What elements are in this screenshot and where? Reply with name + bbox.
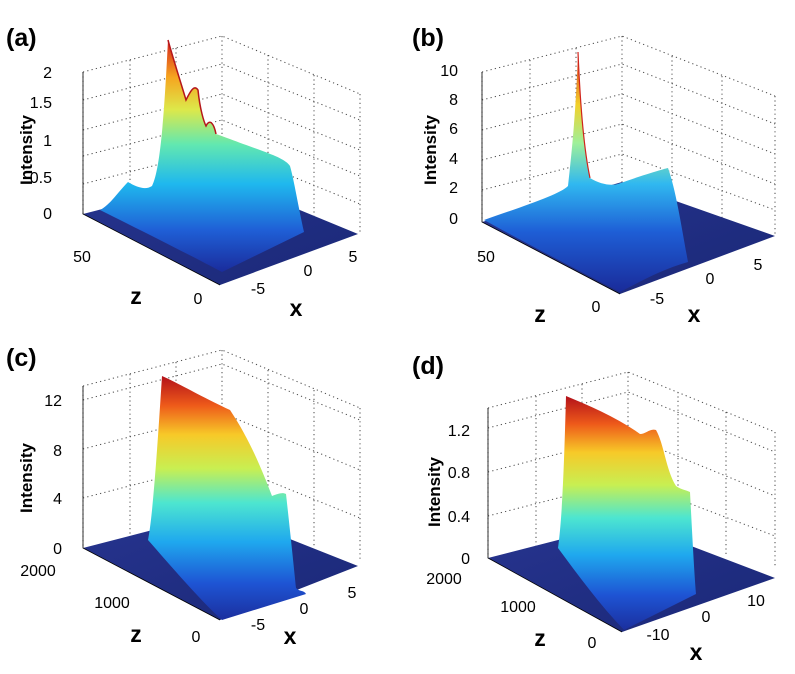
- panel-b-ytick-0: 0: [449, 211, 458, 228]
- panel-b-label: (b): [412, 24, 444, 52]
- panel-a-xtick-neg5: -5: [251, 281, 265, 298]
- panel-d-zlabel: z: [534, 625, 546, 651]
- panel-a-xtick-0: 0: [304, 263, 313, 280]
- panel-d-ztick-0: 0: [588, 635, 597, 652]
- panel-c-ytick-0: 0: [53, 541, 62, 558]
- panel-a-ztick-0: 0: [194, 291, 203, 308]
- panel-d-ztick-1000: 1000: [500, 599, 536, 616]
- panel-b-xlabel: x: [688, 301, 701, 327]
- panel-a-ylabel: Intensity: [17, 115, 36, 185]
- panel-b-ytick-4: 4: [449, 151, 458, 168]
- panel-b-ytick-2: 2: [449, 180, 458, 197]
- panel-b-ylabel: Intensity: [421, 115, 440, 185]
- panel-b-ytick-6: 6: [449, 121, 458, 138]
- panel-d-xlabel: x: [690, 639, 703, 665]
- panel-d-xtick-0: 0: [702, 609, 711, 626]
- panel-b-ztick-50: 50: [477, 249, 495, 266]
- panel-b-xtick-neg5: -5: [650, 291, 664, 308]
- panel-c-axis-box: [82, 386, 221, 621]
- panel-a: (a) 2 1.5 1 0.5 0 Intensity 50: [6, 24, 361, 321]
- panel-d-xtick-neg10: -10: [646, 627, 669, 644]
- panel-a-label: (a): [6, 24, 37, 52]
- panel-b: (b) 10 8 6 4 2 0 Intensity 50 0 z -5: [412, 24, 776, 327]
- panel-b-ytick-8: 8: [449, 92, 458, 109]
- panel-a-surface: [100, 40, 304, 272]
- panel-b-zlabel: z: [534, 301, 546, 327]
- panel-c-ytick-4: 4: [53, 491, 62, 508]
- panel-d-label: (d): [412, 352, 444, 380]
- panel-b-xtick-5: 5: [754, 257, 763, 274]
- panel-d-ytick-0.4: 0.4: [448, 509, 470, 526]
- panel-a-zlabel: z: [130, 283, 142, 309]
- panel-b-surface: [484, 52, 688, 292]
- panel-c-label: (c): [6, 344, 37, 372]
- panel-d-ztick-2000: 2000: [426, 571, 462, 588]
- panel-c-ytick-8: 8: [53, 443, 62, 460]
- panel-a-ztick-50: 50: [73, 249, 91, 266]
- panel-c-ztick-0: 0: [192, 629, 201, 646]
- panel-c-ytick-12: 12: [44, 393, 62, 410]
- panel-b-ytick-10: 10: [440, 63, 458, 80]
- panel-a-ytick-4: 0: [43, 206, 52, 223]
- panel-c-surface: [148, 376, 306, 620]
- panel-c-xtick-0: 0: [300, 601, 309, 618]
- panel-d-surface: [558, 396, 696, 630]
- panel-d-ylabel: Intensity: [425, 457, 444, 527]
- panel-c-ztick-1000: 1000: [94, 595, 130, 612]
- panel-d-ytick-1.2: 1.2: [448, 423, 470, 440]
- panel-d-axis-box: [487, 408, 623, 633]
- panel-c-xtick-5: 5: [348, 585, 357, 602]
- panel-d-xtick-10: 10: [747, 593, 765, 610]
- panel-c-xtick-neg5: -5: [251, 617, 265, 634]
- panel-b-axis-box: [481, 72, 621, 295]
- panel-a-xtick-5: 5: [349, 249, 358, 266]
- panel-a-ytick-1: 1.5: [30, 95, 52, 112]
- panel-c: (c) 12 8 4 0 Intensity 2000 1000 0 z -5 …: [6, 344, 361, 649]
- panel-c-ylabel: Intensity: [17, 443, 36, 513]
- panel-a-ytick-3: 0.5: [30, 170, 52, 187]
- panel-c-xlabel: x: [284, 623, 297, 649]
- panel-a-peak-ridge: [167, 39, 217, 135]
- panel-b-xtick-0: 0: [706, 271, 715, 288]
- panel-b-ztick-0: 0: [592, 299, 601, 316]
- panel-d-ytick-0: 0: [461, 551, 470, 568]
- panel-a-axis-box: [82, 72, 221, 286]
- panel-d: (d) 1.2 0.8 0.4 0 Intensity 2000 1000 0 …: [412, 352, 776, 665]
- panel-c-ztick-2000: 2000: [20, 563, 56, 580]
- panel-a-ytick-2: 1: [43, 133, 52, 150]
- panel-d-ytick-0.8: 0.8: [448, 465, 470, 482]
- panel-b-peak-ridge: [577, 51, 591, 179]
- panel-a-xlabel: x: [290, 295, 303, 321]
- panel-c-zlabel: z: [130, 621, 142, 647]
- panel-a-ytick-0: 2: [43, 65, 52, 82]
